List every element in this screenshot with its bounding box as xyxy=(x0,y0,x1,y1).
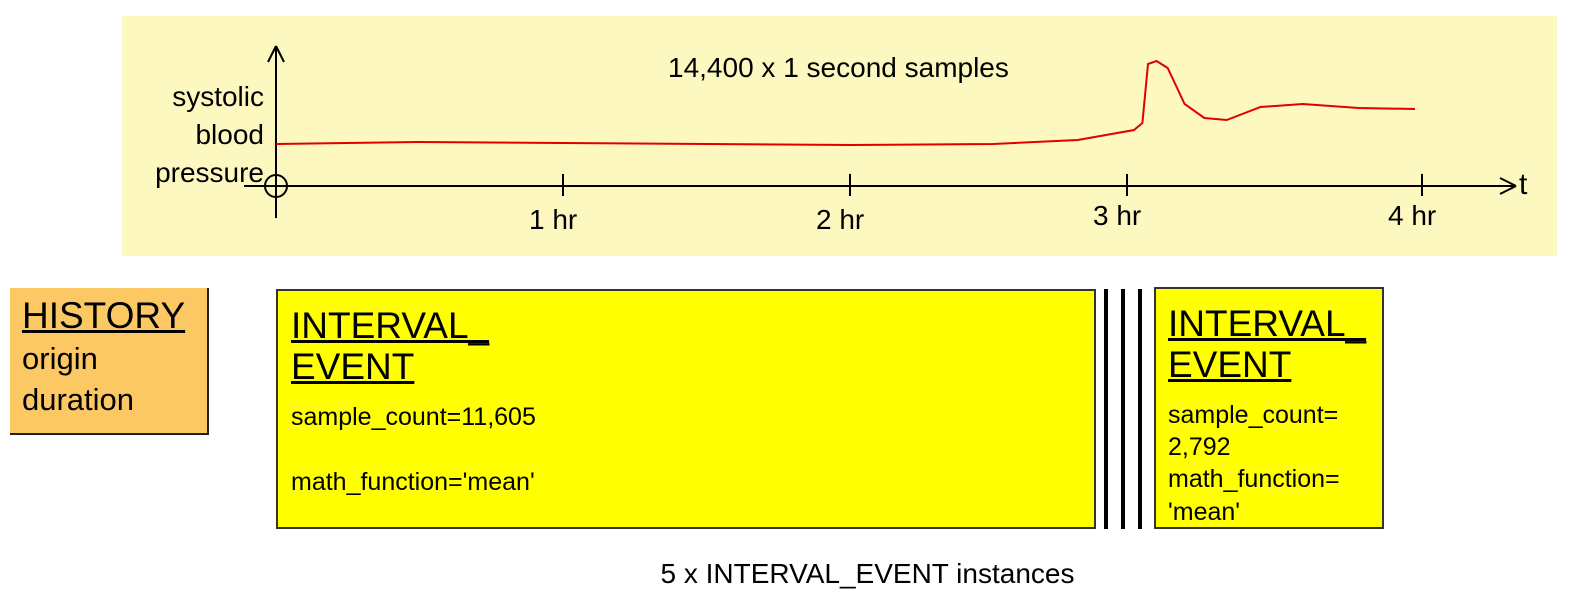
y-axis-arrow xyxy=(267,45,277,63)
event-title: EVENT xyxy=(291,346,415,387)
event-sample-count: sample_count=11,605 xyxy=(291,403,536,431)
y-axis-arrow xyxy=(275,45,285,63)
x-tick-label: 3 hr xyxy=(1093,200,1142,231)
interval-event-box-1: INTERVAL_ EVENT sample_count=11,605 math… xyxy=(276,289,1096,529)
x-axis-arrow xyxy=(1499,185,1517,195)
history-field-origin: origin xyxy=(22,341,98,376)
x-tick-label: 4 hr xyxy=(1388,200,1437,231)
x-tick-label: 1 hr xyxy=(529,204,578,235)
series-line xyxy=(275,59,1416,147)
interval-event-box-2: INTERVAL_ EVENT sample_count= 2,792 math… xyxy=(1154,287,1384,529)
x-axis-label: t xyxy=(1519,168,1528,201)
history-box: HISTORY origin duration xyxy=(10,288,209,435)
y-axis-label: systolic blood pressure xyxy=(155,81,264,188)
x-axis-arrow xyxy=(1499,177,1517,187)
ellipsis-divider xyxy=(1121,289,1125,529)
chart-title: 14,400 x 1 second samples xyxy=(668,52,1009,83)
event-math-function: math_function='mean' xyxy=(291,468,535,496)
caption: 5 x INTERVAL_EVENT instances xyxy=(660,558,1075,589)
event-title: INTERVAL_ xyxy=(291,305,490,346)
x-tick-label: 2 hr xyxy=(816,204,865,235)
history-title: HISTORY xyxy=(22,295,186,336)
ellipsis-divider xyxy=(1138,289,1142,529)
ellipsis-divider xyxy=(1104,289,1108,529)
event-title: INTERVAL_ xyxy=(1168,303,1367,344)
chart-panel xyxy=(122,16,1557,256)
origin-marker xyxy=(264,174,288,198)
event-sample-count: sample_count= 2,792 xyxy=(1168,401,1339,461)
event-math-function: math_function= 'mean' xyxy=(1168,465,1340,526)
history-field-duration: duration xyxy=(22,382,135,417)
event-title: EVENT xyxy=(1168,344,1292,385)
